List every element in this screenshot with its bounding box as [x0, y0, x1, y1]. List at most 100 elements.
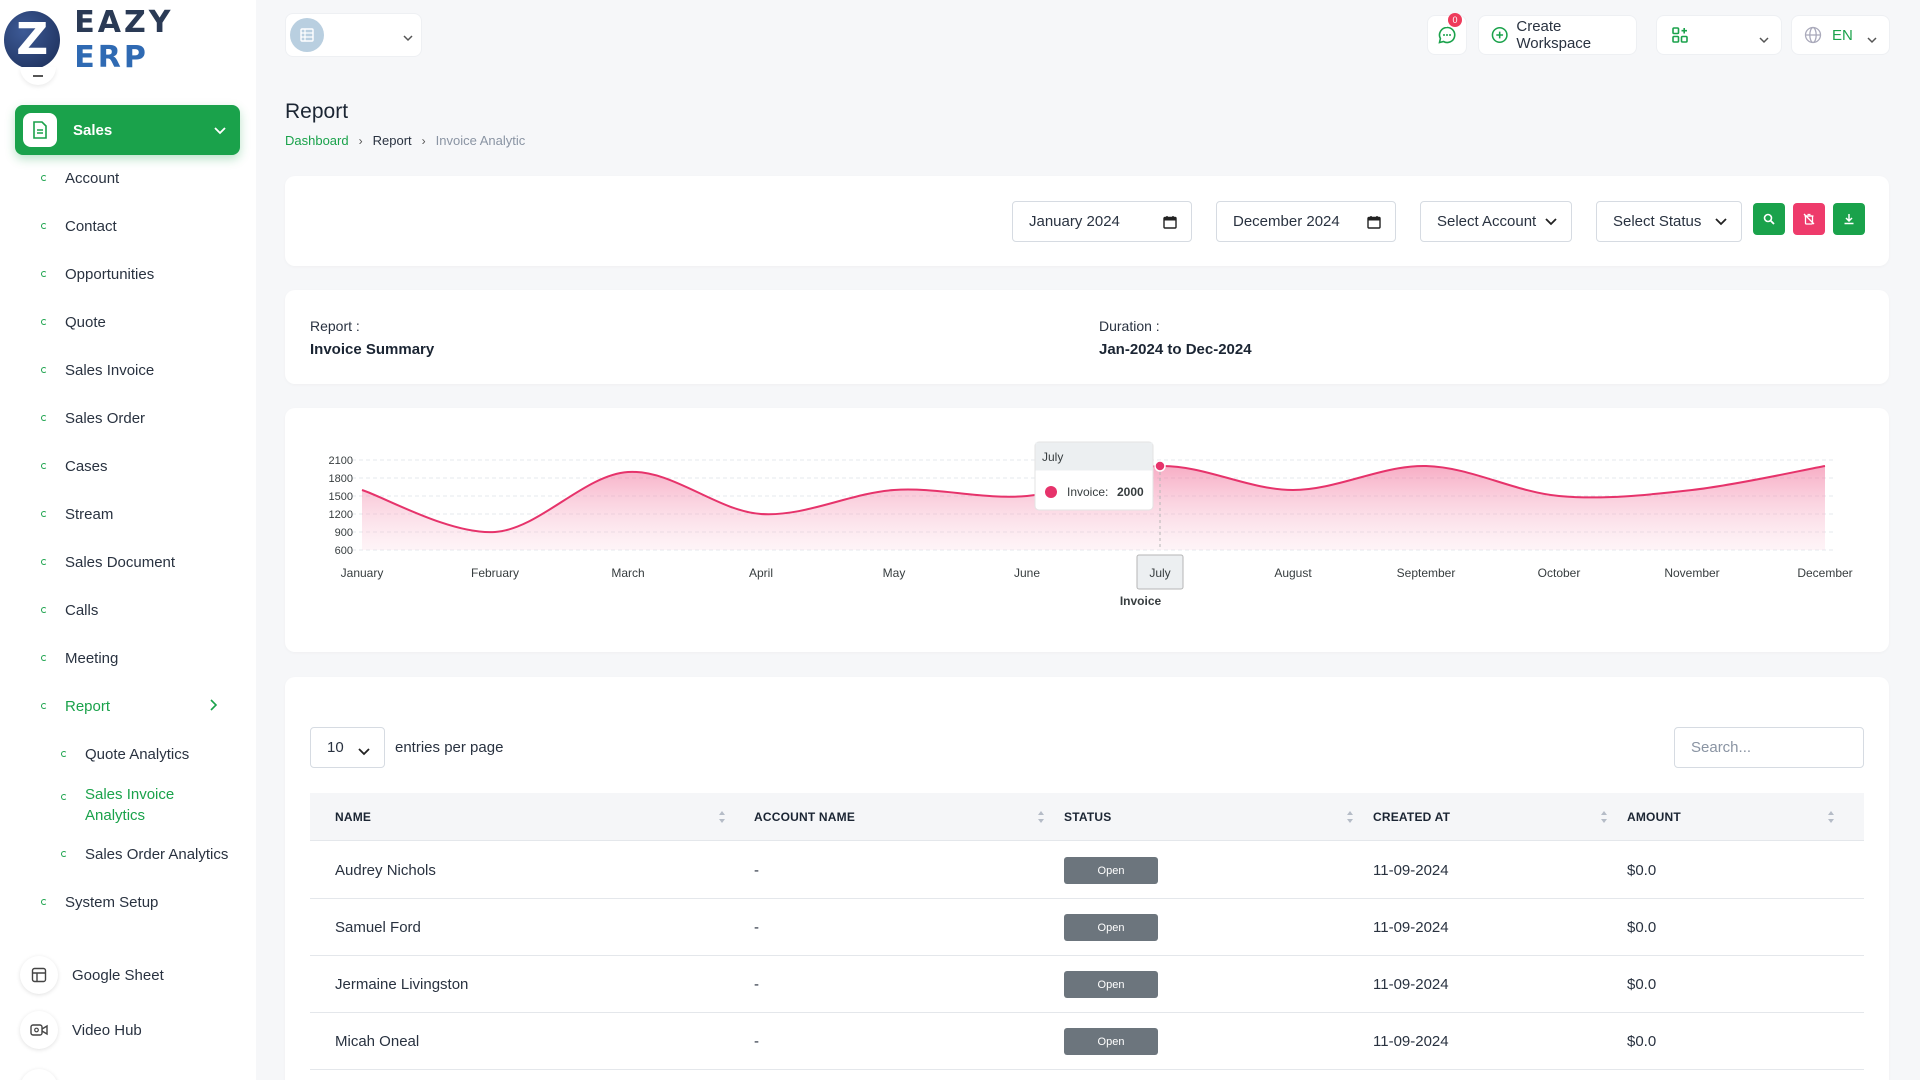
- column-label: NAME: [335, 810, 372, 824]
- table-header: NAME ACCOUNT NAME STATUS CREATED AT AMOU…: [310, 793, 1864, 841]
- language-selector[interactable]: EN: [1791, 15, 1890, 55]
- table-row[interactable]: Samuel Ford - Open 11-09-2024 $0.0: [310, 899, 1864, 956]
- y-tick-label: 900: [335, 527, 353, 539]
- search-icon: [1763, 213, 1775, 225]
- status-badge: Open: [1064, 971, 1158, 998]
- sidebar-item-account[interactable]: Account: [0, 158, 256, 198]
- minus-icon: [33, 75, 43, 77]
- calendar-icon[interactable]: [1367, 215, 1381, 229]
- column-header-created-at[interactable]: CREATED AT: [1373, 793, 1450, 841]
- bullet-icon: [41, 655, 47, 661]
- table-row[interactable]: Audrey Nichols - Open 11-09-2024 $0.0: [310, 842, 1864, 899]
- x-tick-label: November: [1664, 566, 1719, 580]
- bullet-icon: [41, 559, 47, 565]
- sidebar-item-quote[interactable]: Quote: [0, 302, 256, 342]
- status-select[interactable]: Select Status: [1596, 201, 1742, 242]
- status-badge: Open: [1064, 914, 1158, 941]
- sidebar-item-stream[interactable]: Stream: [0, 494, 256, 534]
- chevron-down-icon: [1867, 31, 1877, 48]
- sidebar-item-more[interactable]: [20, 1068, 240, 1080]
- sidebar-item-contact[interactable]: Contact: [0, 206, 256, 246]
- table-row[interactable]: Micah Oneal - Open 11-09-2024 $0.0: [310, 1013, 1864, 1070]
- sidebar-item-sales-document[interactable]: Sales Document: [0, 542, 256, 582]
- sidebar-item-label: Sales Order: [65, 409, 146, 427]
- sidebar-item-label: Account: [65, 169, 120, 187]
- reset-filter-button[interactable]: [1793, 203, 1825, 235]
- sidebar-item-google-sheet[interactable]: Google Sheet: [20, 955, 240, 995]
- bullet-icon: [41, 175, 47, 181]
- apps-menu-button[interactable]: [1656, 15, 1782, 55]
- breadcrumb: Dashboard › Report › Invoice Analytic: [285, 133, 525, 148]
- start-month-value: January 2024: [1029, 213, 1120, 230]
- sidebar-item-cases[interactable]: Cases: [0, 446, 256, 486]
- sidebar-item-quote-analytics[interactable]: Quote Analytics: [0, 734, 256, 774]
- end-month-input[interactable]: December 2024: [1216, 201, 1396, 242]
- end-month-value: December 2024: [1233, 213, 1340, 230]
- search-button[interactable]: [1753, 203, 1785, 235]
- download-button[interactable]: [1833, 203, 1865, 235]
- logo-letter: Z: [16, 14, 49, 65]
- filter-card: January 2024 December 2024 Select Accoun…: [285, 176, 1889, 266]
- calendar-icon[interactable]: [1163, 215, 1177, 229]
- sidebar-item-sales-order[interactable]: Sales Order: [0, 398, 256, 438]
- breadcrumb-report[interactable]: Report: [372, 133, 412, 148]
- breadcrumb-current: Invoice Analytic: [435, 133, 526, 148]
- sidebar-collapse-button[interactable]: [20, 67, 56, 85]
- sidebar-item-sales-invoice-analytics[interactable]: Sales Invoice Analytics: [0, 782, 256, 828]
- sidebar-item-video-hub[interactable]: Video Hub: [20, 1010, 240, 1050]
- cell-account-name: -: [754, 1033, 759, 1050]
- sort-icon[interactable]: [1600, 810, 1608, 828]
- bullet-icon: [41, 223, 47, 229]
- sidebar-item-system-setup[interactable]: System Setup: [0, 882, 256, 922]
- column-header-account-name[interactable]: ACCOUNT NAME: [754, 793, 855, 841]
- sidebar-item-sales-invoice[interactable]: Sales Invoice: [0, 350, 256, 390]
- column-header-amount[interactable]: AMOUNT: [1627, 793, 1681, 841]
- sidebar-item-label: Quote: [65, 313, 106, 331]
- chevron-down-icon: [403, 29, 413, 46]
- workspace-icon: [290, 18, 324, 52]
- column-label: ACCOUNT NAME: [754, 810, 856, 824]
- sidebar-item-opportunities[interactable]: Opportunities: [0, 254, 256, 294]
- cell-amount: $0.0: [1627, 862, 1657, 879]
- tooltip-header: [1035, 442, 1153, 471]
- cell-amount: $0.0: [1627, 919, 1657, 936]
- y-tick-label: 1200: [329, 509, 353, 521]
- invoice-area-chart[interactable]: 2100 1800 1500 1200 900 600 January February Mar…: [285, 408, 1889, 652]
- sort-icon[interactable]: [718, 810, 726, 828]
- account-select[interactable]: Select Account: [1420, 201, 1572, 242]
- report-label: Report :: [310, 318, 360, 334]
- sort-icon[interactable]: [1827, 810, 1835, 828]
- breadcrumb-dashboard[interactable]: Dashboard: [285, 133, 349, 148]
- sort-icon[interactable]: [1037, 810, 1045, 828]
- table-row[interactable]: Jermaine Livingston - Open 11-09-2024 $0…: [310, 956, 1864, 1013]
- report-summary-card: Report : Invoice Summary Duration : Jan-…: [285, 290, 1889, 384]
- entries-per-page-select[interactable]: 10: [310, 727, 385, 768]
- start-month-input[interactable]: January 2024: [1012, 201, 1192, 242]
- cell-account-name: -: [754, 862, 759, 879]
- sidebar-item-label: System Setup: [65, 893, 159, 911]
- column-label: STATUS: [1064, 810, 1112, 824]
- brand-logo[interactable]: Z EAZY ERP: [4, 5, 256, 75]
- sidebar-item-sales[interactable]: Sales: [15, 105, 240, 155]
- chevron-down-icon: [1545, 217, 1557, 226]
- column-header-name[interactable]: NAME: [335, 793, 371, 841]
- messages-button[interactable]: 0: [1427, 13, 1467, 55]
- sidebar-item-calls[interactable]: Calls: [0, 590, 256, 630]
- create-workspace-button[interactable]: Create Workspace: [1478, 15, 1637, 55]
- sidebar-item-report[interactable]: Report: [0, 686, 256, 726]
- logo-mark: Z: [4, 11, 61, 69]
- sort-icon[interactable]: [1346, 810, 1354, 828]
- x-tick-label: May: [883, 566, 906, 580]
- sidebar-item-sales-order-analytics[interactable]: Sales Order Analytics: [0, 834, 256, 874]
- status-badge: Open: [1064, 857, 1158, 884]
- column-header-status[interactable]: STATUS: [1064, 793, 1111, 841]
- sidebar-item-meeting[interactable]: Meeting: [0, 638, 256, 678]
- workspace-selector[interactable]: [285, 13, 422, 57]
- x-tick-label: October: [1538, 566, 1581, 580]
- more-icon: [20, 1069, 58, 1080]
- sidebar-item-label: Opportunities: [65, 265, 155, 283]
- table-search-input[interactable]: [1674, 727, 1864, 768]
- sidebar-item-label: Sales Invoice: [65, 361, 155, 379]
- entries-control: 10 entries per page: [310, 727, 503, 768]
- sidebar-item-label: Quote Analytics: [85, 745, 190, 763]
